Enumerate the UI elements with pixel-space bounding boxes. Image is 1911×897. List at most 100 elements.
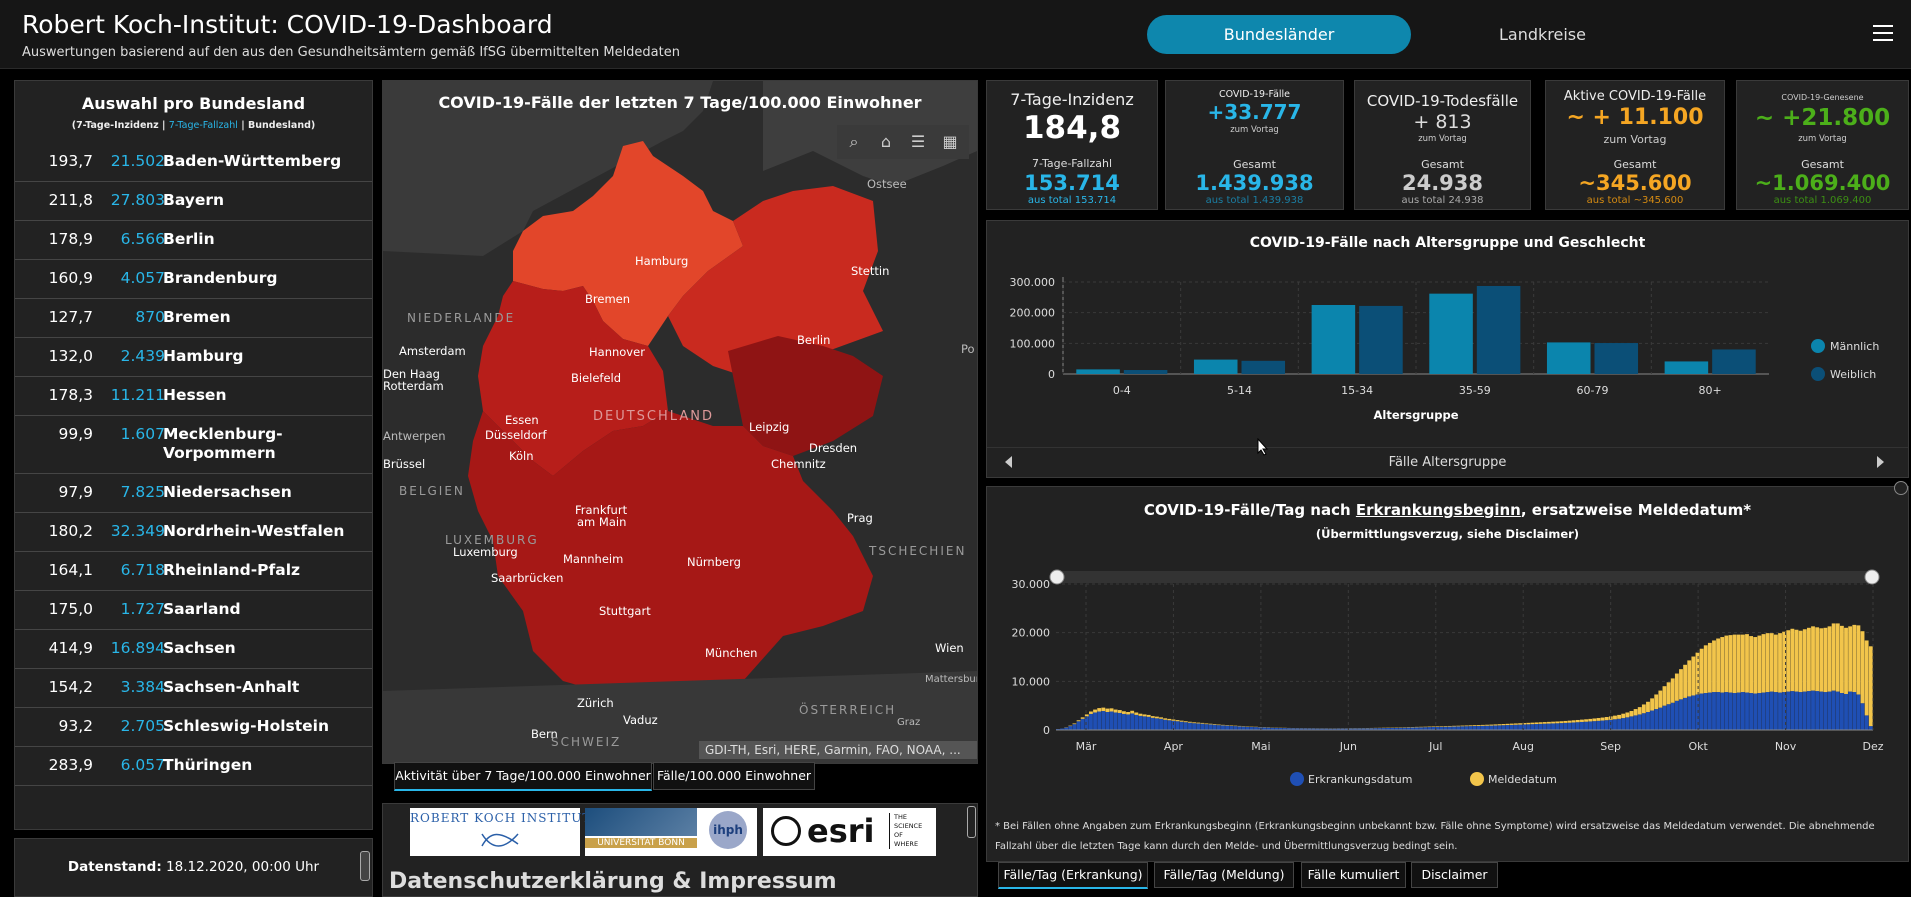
bar-meldedatum[interactable] [1155,717,1159,719]
bar-erkrankungsdatum[interactable] [1110,712,1114,730]
bar-meldedatum[interactable] [1869,646,1873,726]
expand-icon[interactable] [1894,481,1908,495]
bar-erkrankungsdatum[interactable] [1225,726,1229,730]
bar-erkrankungsdatum[interactable] [1221,725,1225,730]
bar-erkrankungsdatum[interactable] [1762,693,1766,730]
bar-meldedatum[interactable] [1687,660,1691,696]
bar-meldedatum[interactable] [1691,657,1695,696]
bar-erkrankungsdatum[interactable] [1510,725,1514,730]
bar-erkrankungsdatum[interactable] [1667,704,1671,730]
bar-weiblich[interactable] [1124,370,1168,374]
bar-meldedatum[interactable] [1675,674,1679,701]
bar-meldedatum[interactable] [1584,719,1588,721]
bar-meldedatum[interactable] [1856,625,1860,694]
bar-erkrankungsdatum[interactable] [1155,718,1159,730]
bar-erkrankungsdatum[interactable] [1167,720,1171,730]
bar-erkrankungsdatum[interactable] [1465,726,1469,730]
bar-erkrankungsdatum[interactable] [1807,691,1811,730]
bar-meldedatum[interactable] [1708,643,1712,693]
daily-title-link[interactable]: Erkrankungsbeginn [1356,501,1521,519]
bar-erkrankungsdatum[interactable] [1539,724,1543,730]
bar-meldedatum[interactable] [1118,710,1122,713]
bar-meldedatum[interactable] [1852,625,1856,692]
bar-erkrankungsdatum[interactable] [1192,723,1196,730]
bar-meldedatum[interactable] [1221,725,1225,726]
bar-erkrankungsdatum[interactable] [1122,714,1126,730]
bar-erkrankungsdatum[interactable] [1795,692,1799,730]
legend-label[interactable]: Männlich [1830,340,1879,353]
bar-erkrankungsdatum[interactable] [1126,714,1130,730]
bar-erkrankungsdatum[interactable] [1518,725,1522,730]
tab-disclaimer[interactable]: Disclaimer [1411,862,1498,888]
map-attribution[interactable]: GDI-TH, Esri, HERE, Garmin, FAO, NOAA, .… [699,741,978,759]
bar-erkrankungsdatum[interactable] [1114,712,1118,730]
bar-meldedatum[interactable] [1630,711,1634,716]
bar-erkrankungsdatum[interactable] [1856,694,1860,730]
bar-maennlich[interactable] [1665,361,1709,374]
esri-logo[interactable]: esri THE SCIENCE OF WHERE [763,808,936,856]
bar-meldedatum[interactable] [1568,721,1572,723]
bar-meldedatum[interactable] [1196,723,1200,724]
bar-erkrankungsdatum[interactable] [1184,722,1188,730]
legend-swatch[interactable] [1811,367,1825,381]
bar-meldedatum[interactable] [1700,649,1704,694]
range-handle-left[interactable] [1050,570,1064,584]
bar-erkrankungsdatum[interactable] [1749,693,1753,730]
bar-erkrankungsdatum[interactable] [1485,726,1489,730]
legend-swatch[interactable] [1811,339,1825,353]
bar-erkrankungsdatum[interactable] [1097,712,1101,730]
bar-meldedatum[interactable] [1807,628,1811,691]
bar-meldedatum[interactable] [1588,719,1592,722]
bar-erkrankungsdatum[interactable] [1836,692,1840,730]
bar-erkrankungsdatum[interactable] [1865,715,1869,730]
bar-meldedatum[interactable] [1460,726,1464,727]
bar-meldedatum[interactable] [1526,723,1530,724]
hamburger-menu-icon[interactable] [1873,25,1893,43]
bar-meldedatum[interactable] [1663,686,1667,705]
bar-meldedatum[interactable] [1110,708,1114,711]
bar-meldedatum[interactable] [1795,630,1799,692]
bar-meldedatum[interactable] [1502,724,1506,725]
bar-meldedatum[interactable] [1712,640,1716,692]
bar-meldedatum[interactable] [1106,709,1110,712]
bar-erkrankungsdatum[interactable] [1708,693,1712,730]
bar-meldedatum[interactable] [1200,723,1204,724]
bar-erkrankungsdatum[interactable] [1803,692,1807,730]
bar-meldedatum[interactable] [1114,710,1118,713]
bar-erkrankungsdatum[interactable] [1564,723,1568,730]
bar-erkrankungsdatum[interactable] [1638,714,1642,730]
bar-erkrankungsdatum[interactable] [1790,691,1794,730]
bar-weiblich[interactable] [1595,343,1639,374]
bar-erkrankungsdatum[interactable] [1452,726,1456,730]
bar-meldedatum[interactable] [1547,722,1551,724]
bar-meldedatum[interactable] [1192,722,1196,723]
bar-meldedatum[interactable] [1176,720,1180,721]
bar-erkrankungsdatum[interactable] [1159,719,1163,730]
tab-faelle-100k[interactable]: Fälle/100.000 Einwohner [653,762,815,790]
bar-meldedatum[interactable] [1456,726,1460,727]
bar-erkrankungsdatum[interactable] [1456,726,1460,730]
bar-erkrankungsdatum[interactable] [1502,725,1506,730]
bar-meldedatum[interactable] [1559,721,1563,723]
bar-erkrankungsdatum[interactable] [1555,723,1559,730]
bar-meldedatum[interactable] [1167,719,1171,720]
bar-erkrankungsdatum[interactable] [1481,726,1485,730]
bar-erkrankungsdatum[interactable] [1811,691,1815,730]
bar-erkrankungsdatum[interactable] [1139,716,1143,730]
bar-meldedatum[interactable] [1811,626,1815,690]
bar-erkrankungsdatum[interactable] [1163,720,1167,730]
bar-erkrankungsdatum[interactable] [1073,724,1077,730]
bar-meldedatum[interactable] [1180,721,1184,722]
bar-erkrankungsdatum[interactable] [1786,692,1790,730]
legend-swatch[interactable] [1470,772,1484,786]
bar-meldedatum[interactable] [1085,714,1089,716]
search-icon[interactable]: ⌕ [841,129,867,155]
bar-meldedatum[interactable] [1848,626,1852,691]
bar-erkrankungsdatum[interactable] [1176,721,1180,730]
bar-meldedatum[interactable] [1184,721,1188,722]
bar-meldedatum[interactable] [1815,627,1819,691]
bar-meldedatum[interactable] [1741,635,1745,692]
